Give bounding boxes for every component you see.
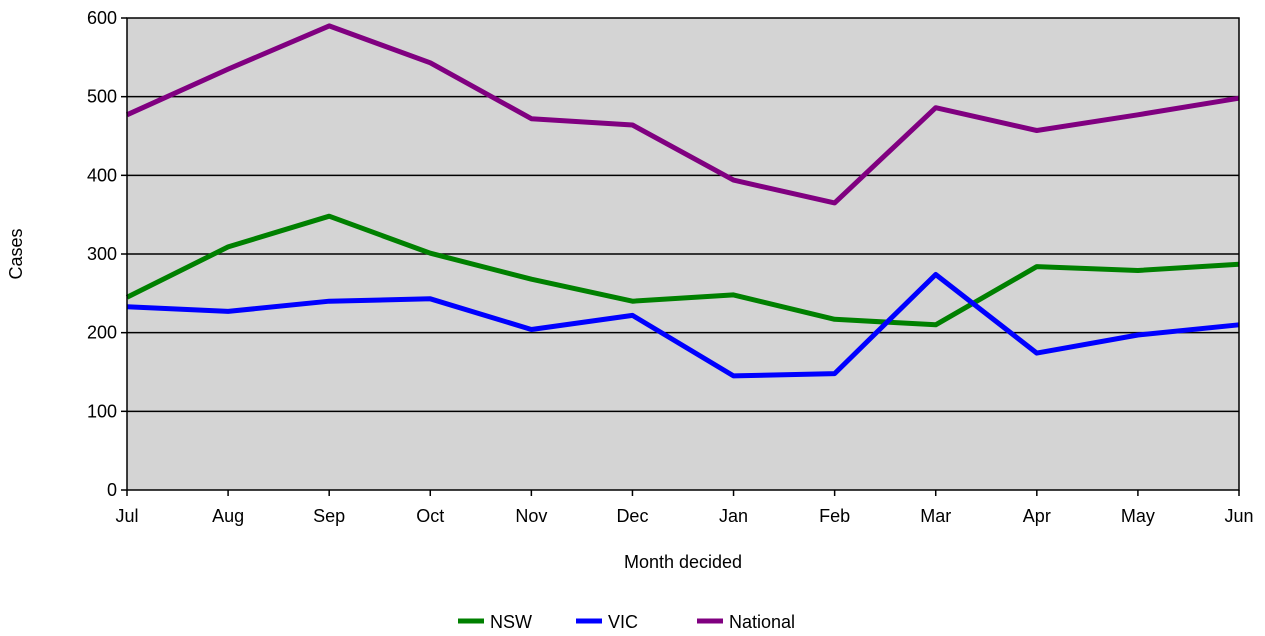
x-tick-label: Mar <box>920 506 951 526</box>
y-tick-label: 500 <box>87 87 117 107</box>
series-line-vic <box>126 272 1240 379</box>
y-tick-label: 200 <box>87 323 117 343</box>
x-tick-label: Dec <box>616 506 648 526</box>
series-lines <box>125 23 1240 379</box>
y-tick-label: 400 <box>87 165 117 185</box>
legend-label: NSW <box>490 612 532 631</box>
y-axis: 0 100 200 300 400 500 600 <box>87 8 127 500</box>
legend-item-vic: VIC <box>576 612 638 632</box>
legend-label: National <box>729 612 795 631</box>
y-tick-label: 0 <box>107 480 117 500</box>
gridlines <box>127 95 1239 413</box>
x-tick-label: Nov <box>515 506 547 526</box>
x-tick-label: Jul <box>115 506 138 526</box>
y-axis-title: Cases <box>6 228 26 279</box>
x-tick-label: Sep <box>313 506 345 526</box>
x-axis: Jul Aug Sep Oct Nov Dec Jan Feb Mar Apr May Jun <box>115 490 1254 526</box>
legend-item-nsw: NSW <box>458 612 532 632</box>
legend-item-national: National <box>697 612 795 632</box>
x-axis-title: Month decided <box>624 552 742 572</box>
series-line-national <box>125 23 1240 206</box>
y-tick-label: 600 <box>87 8 117 28</box>
legend-label: VIC <box>608 612 638 631</box>
x-tick-label: May <box>1121 506 1155 526</box>
legend: NSW VIC National <box>458 612 795 632</box>
x-tick-label: Jun <box>1224 506 1253 526</box>
x-tick-label: Jan <box>719 506 748 526</box>
x-tick-label: Oct <box>416 506 444 526</box>
y-tick-label: 100 <box>87 401 117 421</box>
x-tick-label: Aug <box>212 506 244 526</box>
y-tick-label: 300 <box>87 244 117 264</box>
x-tick-label: Feb <box>819 506 850 526</box>
x-tick-label: Apr <box>1023 506 1051 526</box>
series-line-nsw <box>125 213 1240 328</box>
